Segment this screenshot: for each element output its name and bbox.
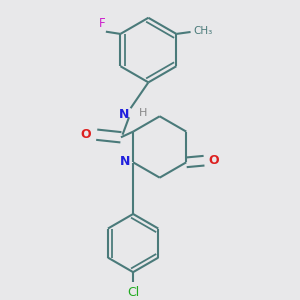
Text: O: O — [80, 128, 91, 141]
Text: N: N — [118, 108, 129, 121]
Text: O: O — [208, 154, 219, 167]
Text: Cl: Cl — [127, 286, 139, 299]
Text: F: F — [99, 17, 105, 30]
Text: N: N — [120, 155, 130, 168]
Text: H: H — [139, 108, 147, 118]
Text: CH₃: CH₃ — [194, 26, 213, 36]
